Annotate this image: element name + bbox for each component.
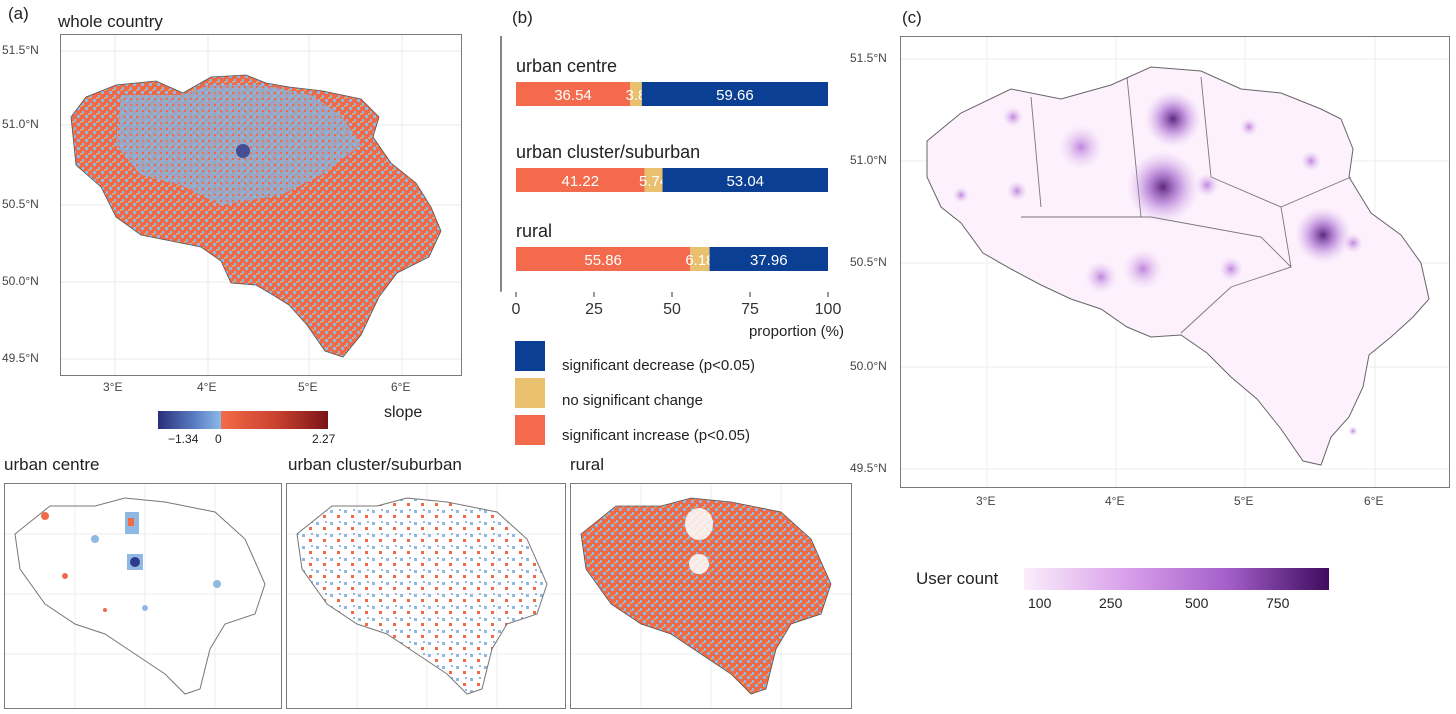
bar-category-label: urban cluster/suburban [516,142,700,162]
panel-a-letter: (a) [8,4,29,23]
panel-c-lat-tick: 50.5°N [850,255,887,269]
slope-min-label: −1.34 [168,432,199,446]
slope-colorbar [158,411,328,429]
bar-data-label: 6.18 [685,252,714,269]
bar-segment [641,82,828,106]
bar-x-tick-label: 100 [815,301,842,318]
user-count-tick: 100 [1028,595,1052,611]
panel-a-lon-tick: 4°E [197,380,217,394]
bar-x-tick-label: 25 [585,301,603,318]
panel-c-map-frame [900,36,1450,488]
small-map-rural [570,483,852,709]
small-map-title-urban-centre: urban centre [4,455,100,474]
panel-c-lon-tick: 4°E [1105,494,1125,508]
panel-a-lon-tick: 3°E [103,380,123,394]
panel-c-letter: (c) [902,8,922,27]
legend-swatch-increase [515,415,545,445]
user-count-tick: 250 [1099,595,1123,611]
bar-segment [644,168,663,192]
bar-x-tick-label: 75 [741,301,759,318]
panel-c-lon-tick: 6°E [1364,494,1384,508]
panel-c-lat-tick: 50.0°N [850,359,887,373]
bar-data-label: 53.04 [726,173,764,190]
bar-data-label: 5.74 [639,173,668,190]
panel-a-lat-tick: 50.5°N [2,197,39,211]
bar-data-label: 36.54 [554,87,592,104]
panel-a-lon-tick: 5°E [298,380,318,394]
bar-category-label: urban centre [516,56,617,76]
panel-c-lon-tick: 5°E [1234,494,1254,508]
bar-segment [630,82,642,106]
panel-b-letter: (b) [512,8,533,27]
slope-max-label: 2.27 [312,432,336,446]
panel-c-lon-tick: 3°E [976,494,996,508]
bar-segment [709,247,828,271]
bar-segment [690,247,710,271]
panel-c-lat-tick: 49.5°N [850,461,887,475]
user-count-colorbar [1024,568,1329,590]
bar-data-label: 37.96 [750,252,788,269]
legend-label-decrease: significant decrease (p<0.05) [562,357,756,374]
slope-mid-label: 0 [215,432,222,446]
bar-data-label: 3.8 [626,87,647,104]
panel-c-map [901,37,1449,487]
legend-label-no-change: no significant change [562,392,703,409]
bar-segment [516,168,645,192]
panel-a-map [61,35,461,375]
panel-c-lat-tick: 51.0°N [850,153,887,167]
small-map-suburban [286,483,566,709]
bar-x-tick-label: 50 [663,301,681,318]
panel-a-lat-tick: 49.5°N [2,351,39,365]
bar-x-axis-label: proportion (%) [749,323,844,340]
user-count-tick: 750 [1266,595,1290,611]
stacked-bar-chart: urban centre 36.54 3.8 59.66 urban cluster/s… [500,36,844,340]
panel-a-lat-tick: 51.5°N [2,43,39,57]
legend-swatch-no-change [515,378,545,408]
small-map-urban-centre [4,483,282,709]
bar-data-label: 59.66 [716,87,754,104]
bar-x-tick-label: 0 [512,301,521,318]
slope-colorbar-title: slope [384,404,423,421]
bar-data-label: 41.22 [562,173,600,190]
bar-segment [516,82,631,106]
bar-segment [662,168,828,192]
legend-swatch-decrease [515,341,545,371]
small-map-title-suburban: urban cluster/suburban [288,455,462,474]
bar-category-label: rural [516,221,552,241]
bar-data-label: 55.86 [584,252,622,269]
user-count-colorbar-title: User count [916,569,999,588]
panel-a-lat-tick: 51.0°N [2,117,39,131]
panel-a-map-frame [60,34,462,376]
panel-a-lat-tick: 50.0°N [2,274,39,288]
small-map-title-rural: rural [570,455,605,474]
panel-c-lat-tick: 51.5°N [850,51,887,65]
bar-segment [516,247,691,271]
panel-a-lon-tick: 6°E [391,380,411,394]
panel-a-title: whole country [58,12,163,31]
legend-label-increase: significant increase (p<0.05) [562,427,751,444]
user-count-tick: 500 [1185,595,1209,611]
